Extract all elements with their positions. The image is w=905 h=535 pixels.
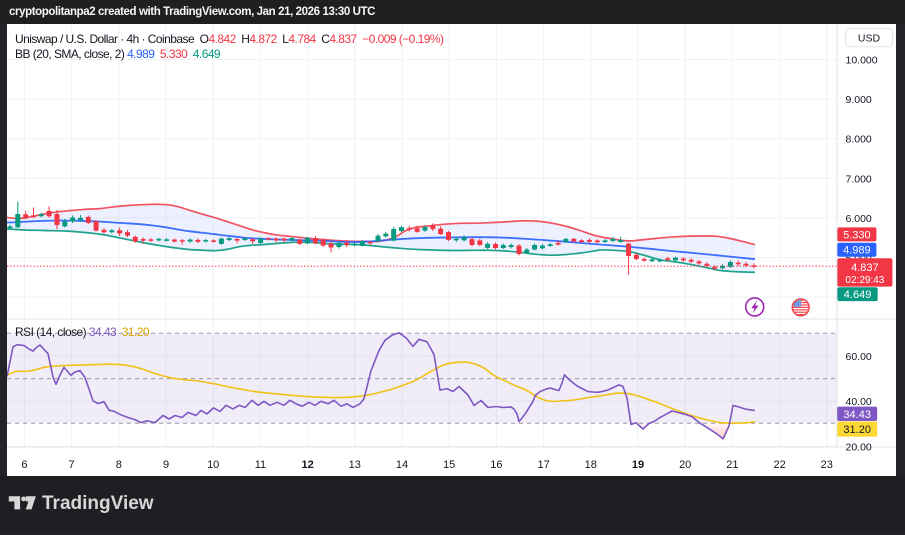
svg-text:4.989: 4.989 bbox=[843, 245, 871, 257]
svg-text:40.00: 40.00 bbox=[846, 396, 872, 408]
svg-text:60.00: 60.00 bbox=[846, 351, 872, 363]
svg-text:18: 18 bbox=[585, 459, 597, 471]
svg-text:10: 10 bbox=[207, 459, 219, 471]
svg-text:9: 9 bbox=[163, 459, 169, 471]
svg-text:34.43: 34.43 bbox=[843, 409, 871, 421]
svg-text:7.000: 7.000 bbox=[846, 173, 872, 185]
svg-text:6.000: 6.000 bbox=[846, 213, 872, 225]
svg-text:12: 12 bbox=[301, 459, 313, 471]
svg-text:15: 15 bbox=[443, 459, 455, 471]
svg-text:11: 11 bbox=[255, 459, 266, 471]
svg-text:TradingView: TradingView bbox=[42, 493, 154, 514]
svg-text:USD: USD bbox=[858, 33, 881, 45]
svg-text:8: 8 bbox=[116, 459, 122, 471]
svg-text:16: 16 bbox=[490, 459, 502, 471]
svg-text:20.00: 20.00 bbox=[846, 441, 872, 453]
svg-text:8.000: 8.000 bbox=[846, 134, 872, 146]
svg-text:31.20: 31.20 bbox=[843, 424, 871, 436]
svg-text:5.330: 5.330 bbox=[843, 229, 871, 241]
svg-text:23: 23 bbox=[821, 459, 833, 471]
svg-text:6: 6 bbox=[21, 459, 27, 471]
svg-text:20: 20 bbox=[679, 459, 691, 471]
svg-text:7: 7 bbox=[69, 459, 75, 471]
svg-text:22: 22 bbox=[773, 459, 785, 471]
svg-text:14: 14 bbox=[396, 459, 408, 471]
svg-text:4.649: 4.649 bbox=[844, 289, 872, 301]
svg-text:17: 17 bbox=[537, 459, 549, 471]
svg-text:21: 21 bbox=[726, 459, 738, 471]
svg-text:10.000: 10.000 bbox=[846, 55, 878, 67]
svg-text:13: 13 bbox=[349, 459, 361, 471]
svg-text:19: 19 bbox=[632, 459, 644, 471]
svg-text:4.837: 4.837 bbox=[851, 262, 879, 274]
svg-text:02:29:43: 02:29:43 bbox=[845, 275, 884, 286]
svg-text:9.000: 9.000 bbox=[846, 94, 872, 106]
